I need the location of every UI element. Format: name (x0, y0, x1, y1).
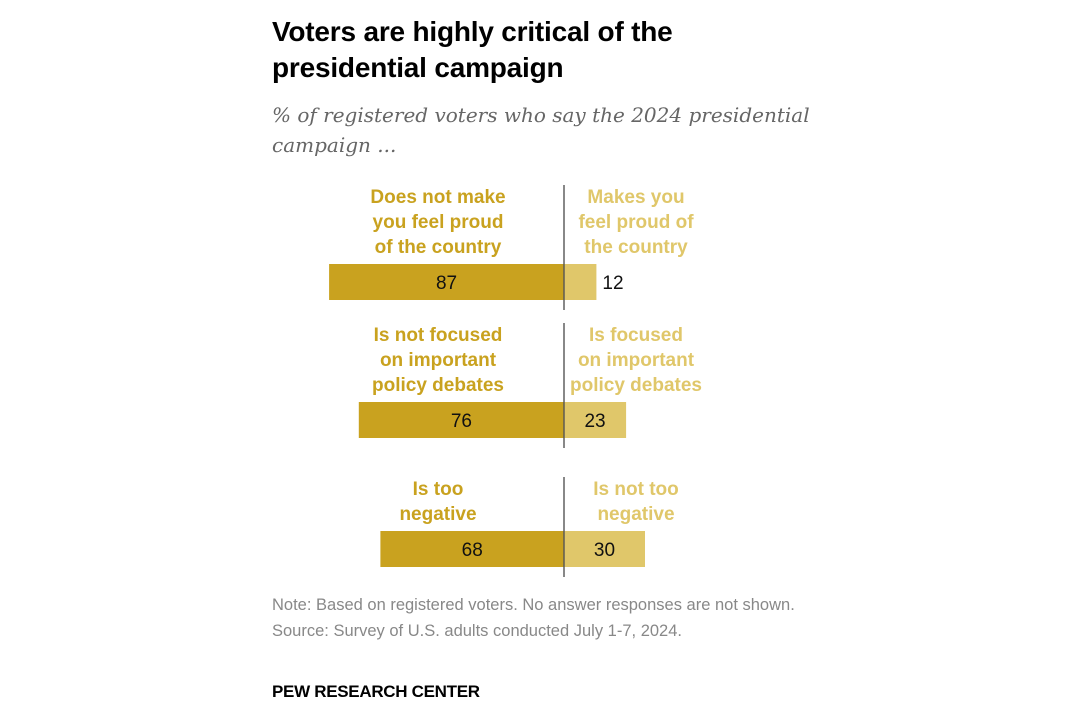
right-value-label: 23 (584, 411, 605, 432)
left-category-label-line: you feel proud (373, 212, 504, 233)
right-category-label: Is not too negative (593, 479, 678, 525)
right-category-label-line: feel proud of (578, 212, 694, 233)
left-category-label-line: Is too (413, 479, 464, 500)
left-category-label-line: negative (399, 504, 476, 525)
left-category-label: Does not make you feel proud of the countr… (370, 187, 505, 258)
left-category-label-line: on important (380, 350, 497, 371)
right-category-label-line: negative (597, 504, 674, 525)
left-category-label-line: Is not focused (374, 325, 503, 346)
chart-notes: Note: Based on registered voters. No ans… (272, 592, 832, 644)
right-category-label-line: on important (578, 350, 695, 371)
brand-logo-text: PEW RESEARCH CENTER (272, 682, 480, 701)
left-value-label: 87 (436, 273, 457, 294)
left-value-label: 68 (462, 540, 483, 561)
right-category-label-line: the country (584, 237, 688, 258)
left-category-label-line: of the country (375, 237, 502, 258)
right-category-label: Makes you feel proud of the country (578, 187, 694, 258)
left-bar (358, 402, 564, 438)
left-category-label-line: policy debates (372, 375, 504, 396)
left-value-label: 76 (451, 411, 472, 432)
right-value-label: 12 (602, 273, 623, 294)
right-category-label-line: policy debates (570, 375, 702, 396)
right-bar (564, 402, 627, 438)
right-category-label-line: Is focused (589, 325, 683, 346)
right-category-label: Is focused on important policy debates (570, 325, 702, 396)
left-bar (380, 531, 564, 567)
left-category-label: Is not focused on important policy debates (372, 325, 504, 396)
source-text: Source: Survey of U.S. adults conducted … (272, 622, 682, 640)
right-category-label-line: Makes you (587, 187, 684, 208)
bar-group: Is not focused on important policy debates… (358, 323, 702, 448)
left-category-label-line: Does not make (370, 187, 505, 208)
right-value-label: 30 (594, 540, 615, 561)
left-category-label: Is too negative (399, 479, 476, 525)
right-bar (564, 264, 597, 300)
chart-subtitle: % of registered voters who say the 2024 … (272, 103, 810, 157)
note-text: Note: Based on registered voters. No ans… (272, 596, 795, 614)
left-bar (329, 264, 564, 300)
bar-group: Does not make you feel proud of the countr… (329, 185, 694, 310)
right-category-label-line: Is not too (593, 479, 678, 500)
bar-group: Is too negative Is not too negative 68 30 (380, 477, 679, 577)
right-bar (564, 531, 645, 567)
chart-title: Voters are highly critical of the presid… (272, 16, 673, 83)
